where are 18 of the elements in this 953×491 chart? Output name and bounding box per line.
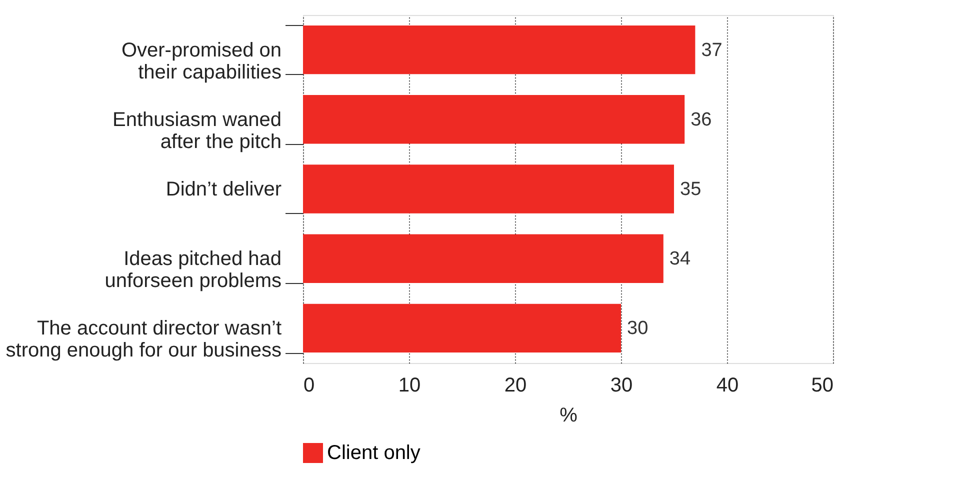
data-label: 36 [690, 109, 712, 130]
x-tick-label: 20 [504, 374, 527, 396]
x-tick-label: 40 [716, 374, 739, 396]
data-label: 35 [680, 179, 702, 200]
legend-label: Client only [327, 442, 420, 464]
y-tick-label: Enthusiasm waned after the pitch [112, 108, 282, 153]
x-axis-title: % [560, 404, 578, 426]
y-tick-label: Didn’t deliver [166, 178, 282, 200]
data-label: 30 [627, 318, 648, 340]
data-label: 34 [669, 248, 691, 270]
y-tick-label: Ideas pitched had unforseen problems [104, 248, 282, 292]
data-label: 37 [701, 40, 722, 61]
x-tick-label: 10 [398, 374, 421, 396]
x-tick-label: 0 [304, 374, 315, 396]
x-tick-label: 30 [610, 374, 633, 396]
x-tick-label: 50 [811, 374, 834, 396]
y-tick-label: The account director wasn’t strong enough for our business [6, 318, 282, 362]
y-tick-label: Over-promised on their capabilities [121, 39, 282, 84]
